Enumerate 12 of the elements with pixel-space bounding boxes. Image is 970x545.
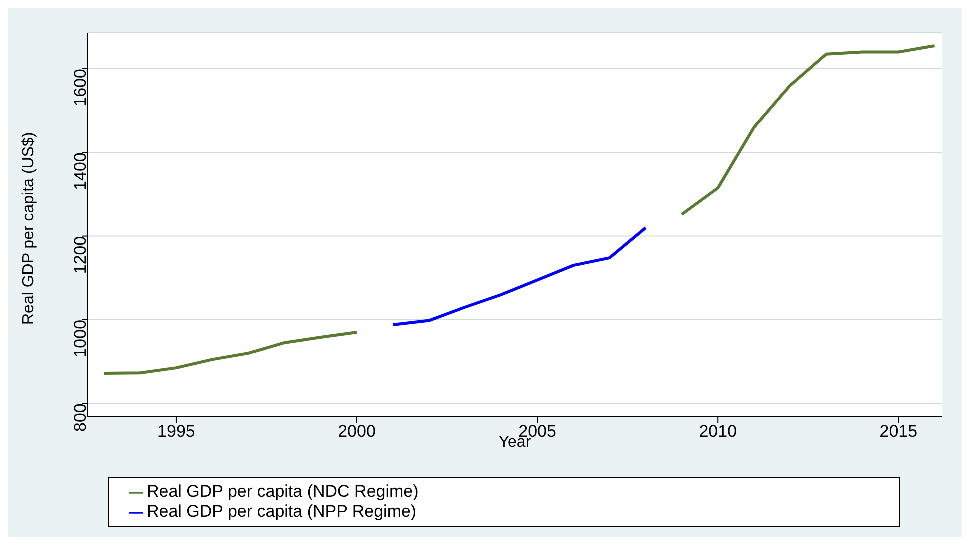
x-tick-label: 2000 [338,422,376,442]
y-tick-label: 800 [71,404,90,432]
legend-label: Real GDP per capita (NPP Regime) [147,502,417,521]
x-tick-label: 2015 [880,422,918,442]
y-tick-label: 1000 [71,320,90,358]
y-axis-title: Real GDP per capita (US$) [20,132,38,325]
legend-label: Real GDP per capita (NDC Regime) [147,482,419,501]
x-tick-label: 1995 [158,422,196,442]
x-tick-label: 2010 [699,422,738,442]
y-tick-label: 1600 [71,68,90,107]
y-tick-label: 1200 [71,236,90,274]
y-tick-label: 1400 [71,152,90,190]
